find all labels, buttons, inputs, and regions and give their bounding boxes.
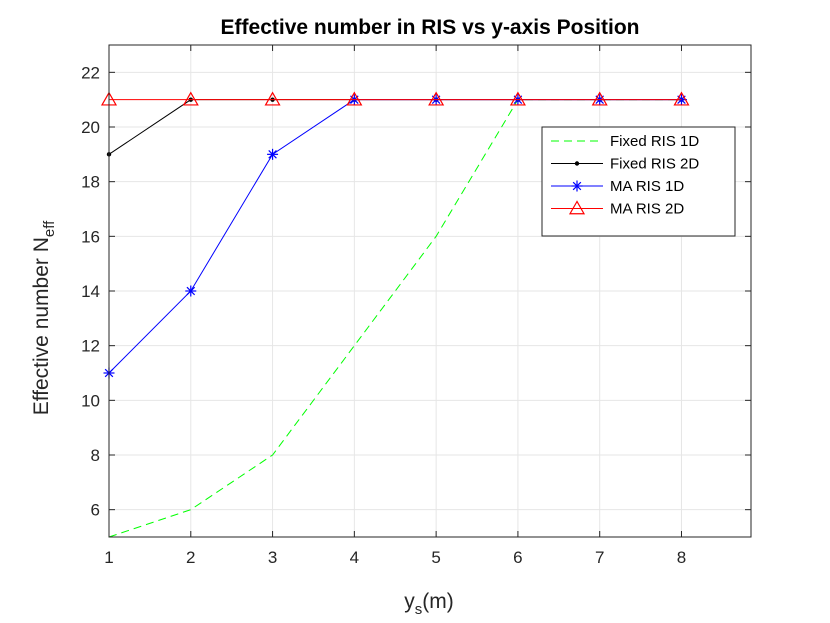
x-axis-label-subscript: s <box>415 601 423 618</box>
x-axis-ticks: 1 2 3 4 5 6 7 8 <box>104 45 686 567</box>
data-point-triangle <box>182 91 199 106</box>
series-ma-ris-2d <box>100 91 690 106</box>
plot-series <box>100 91 690 538</box>
x-tick-label: 1 <box>104 548 113 567</box>
y-tick-label: 22 <box>81 63 100 82</box>
data-point-triangle <box>509 91 526 106</box>
y-tick-label: 12 <box>81 337 100 356</box>
y-axis-ticks: 6 8 10 12 14 16 18 20 22 <box>81 63 751 520</box>
data-point-triangle <box>346 91 363 106</box>
legend-entry: MA RIS 1D <box>551 178 684 195</box>
data-point-triangle <box>264 91 281 106</box>
x-tick-label: 6 <box>513 548 522 567</box>
legend: Fixed RIS 1D Fixed RIS 2D MA RIS 1D MA RIS … <box>541 126 736 237</box>
legend-entry: MA RIS 2D <box>551 200 684 218</box>
legend-entry: Fixed RIS 2D <box>551 156 699 173</box>
y-tick-label: 6 <box>91 501 100 520</box>
y-tick-label: 8 <box>91 446 100 465</box>
y-tick-label: 14 <box>81 282 100 301</box>
legend-entry: Fixed RIS 1D <box>551 133 699 150</box>
y-axis-label-base: Effective number N <box>30 237 53 415</box>
x-axis-label-unit: (m) <box>422 590 453 613</box>
data-point-asterisk <box>571 180 583 192</box>
legend-label: MA RIS 2D <box>610 201 684 218</box>
x-tick-label: 8 <box>677 548 686 567</box>
y-axis-label: Effective number Neff <box>30 220 58 415</box>
y-tick-label: 18 <box>81 173 100 192</box>
x-tick-label: 5 <box>431 548 440 567</box>
data-point-triangle <box>568 200 586 215</box>
data-point-triangle <box>591 91 608 106</box>
y-axis-label-subscript: eff <box>41 220 58 237</box>
x-tick-label: 7 <box>595 548 604 567</box>
legend-box <box>541 126 736 237</box>
y-tick-label: 10 <box>81 391 100 410</box>
legend-label: Fixed RIS 2D <box>610 156 699 173</box>
y-tick-label: 20 <box>81 118 100 137</box>
chart-title: Effective number in RIS vs y-axis Positi… <box>221 16 640 39</box>
data-point-asterisk <box>185 285 197 297</box>
data-point-dot <box>574 161 580 166</box>
x-tick-label: 3 <box>268 548 277 567</box>
legend-label: MA RIS 1D <box>610 178 684 195</box>
data-point-triangle <box>673 91 690 106</box>
x-axis-label-base: y <box>404 590 415 613</box>
x-tick-label: 2 <box>186 548 195 567</box>
data-point-triangle <box>428 91 445 106</box>
data-point-asterisk <box>267 148 279 160</box>
y-tick-label: 16 <box>81 227 100 246</box>
x-axis-label: ys(m) <box>404 590 453 618</box>
x-tick-label: 4 <box>350 548 359 567</box>
legend-label: Fixed RIS 1D <box>610 133 699 150</box>
